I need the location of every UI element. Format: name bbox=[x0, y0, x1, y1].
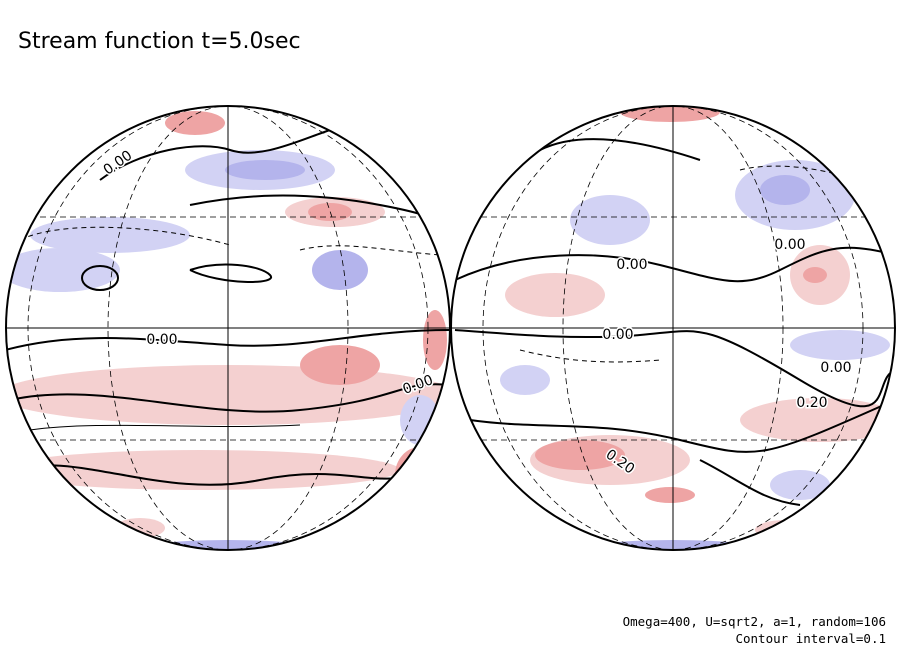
parameters-note: Omega=400, U=sqrt2, a=1, random=106 bbox=[623, 614, 886, 629]
left-sphere-field bbox=[6, 106, 450, 550]
contour-label: 0.00 bbox=[146, 332, 177, 348]
right-sphere-outline bbox=[450, 105, 896, 551]
contour-label: 0.00 bbox=[820, 360, 851, 376]
contour-label: 0.00 bbox=[602, 327, 633, 343]
contour-label: 0.00 bbox=[774, 237, 805, 253]
contour-interval-note: Contour interval=0.1 bbox=[735, 631, 886, 646]
contour-label: 0.00 bbox=[616, 257, 647, 273]
contour-label: 0.20 bbox=[796, 395, 827, 411]
right-sphere-field bbox=[451, 106, 895, 550]
title: Stream function t=5.0sec bbox=[18, 29, 301, 54]
